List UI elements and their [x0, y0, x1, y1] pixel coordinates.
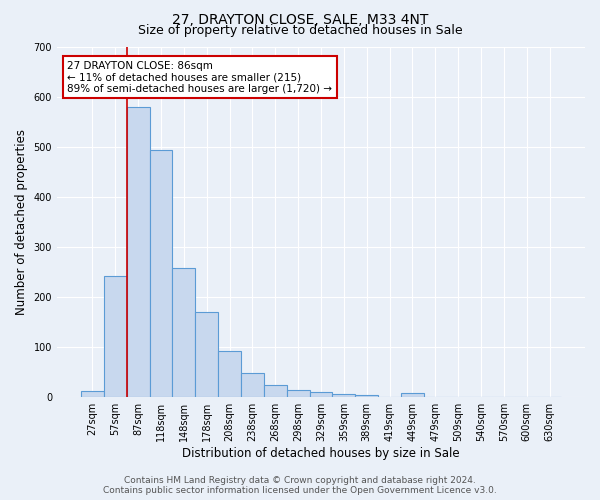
Bar — [81, 391, 104, 397]
Bar — [287, 390, 310, 397]
Bar — [104, 276, 127, 397]
Bar — [241, 373, 264, 397]
Bar — [218, 351, 241, 397]
Bar — [172, 268, 195, 397]
Bar — [310, 392, 332, 397]
Text: Contains HM Land Registry data © Crown copyright and database right 2024.
Contai: Contains HM Land Registry data © Crown c… — [103, 476, 497, 495]
Bar — [195, 312, 218, 397]
Bar — [355, 394, 378, 397]
Bar — [127, 106, 149, 397]
Bar — [401, 393, 424, 397]
Text: 27, DRAYTON CLOSE, SALE, M33 4NT: 27, DRAYTON CLOSE, SALE, M33 4NT — [172, 12, 428, 26]
Bar — [149, 150, 172, 397]
X-axis label: Distribution of detached houses by size in Sale: Distribution of detached houses by size … — [182, 447, 460, 460]
Text: 27 DRAYTON CLOSE: 86sqm
← 11% of detached houses are smaller (215)
89% of semi-d: 27 DRAYTON CLOSE: 86sqm ← 11% of detache… — [67, 60, 332, 94]
Text: Size of property relative to detached houses in Sale: Size of property relative to detached ho… — [137, 24, 463, 37]
Bar — [332, 394, 355, 397]
Y-axis label: Number of detached properties: Number of detached properties — [15, 129, 28, 315]
Bar — [264, 384, 287, 397]
